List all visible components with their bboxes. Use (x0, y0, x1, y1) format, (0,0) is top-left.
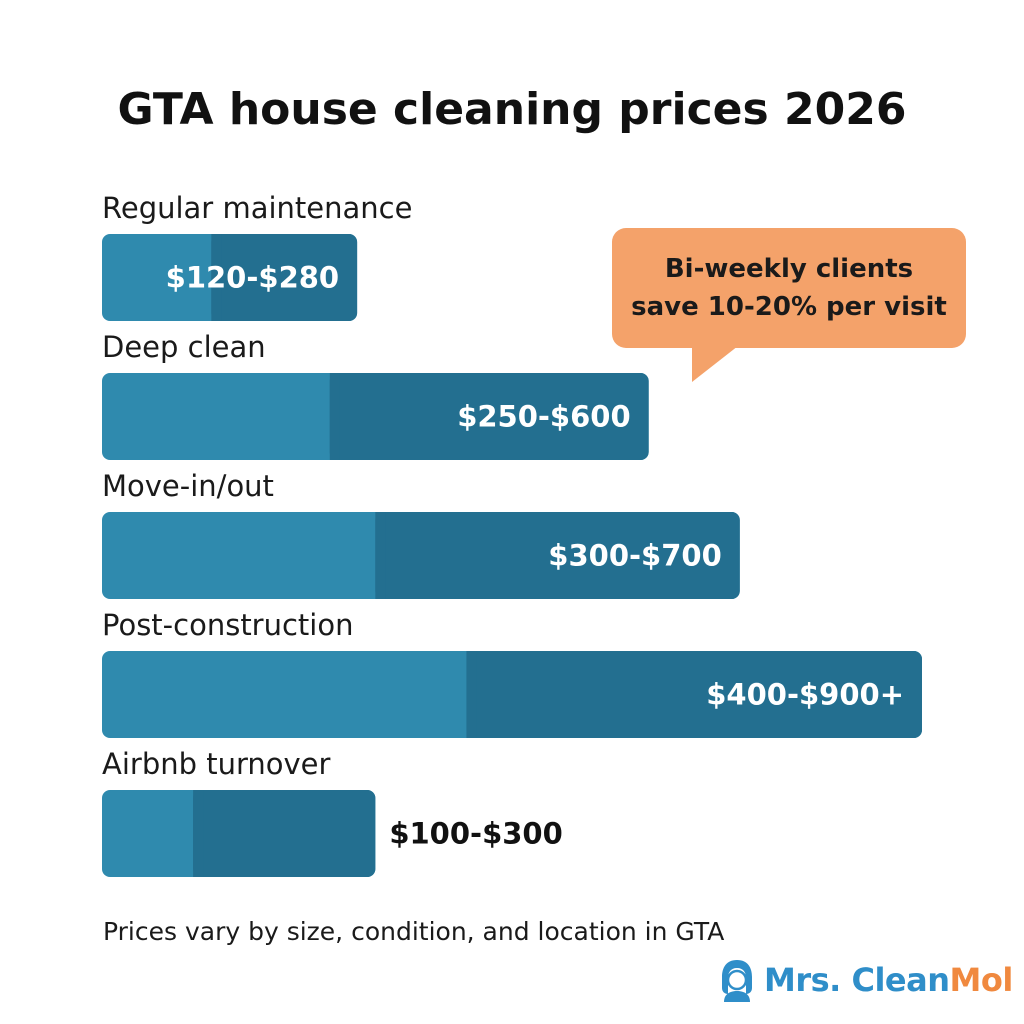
footnote: Prices vary by size, condition, and loca… (103, 917, 725, 946)
bar-range-4 (193, 790, 376, 877)
category-label-2: Move-in/out (102, 469, 274, 503)
brand-logo: Mrs. CleanMol (718, 958, 1013, 1002)
bar-range-edge-2 (375, 512, 386, 599)
value-label-0: $120-$280 (166, 261, 339, 295)
savings-callout: Bi-weekly clients save 10-20% per visit (612, 228, 966, 348)
bar-range-3 (466, 651, 922, 738)
bar-range-2 (375, 512, 740, 599)
value-label-2: $300-$700 (548, 539, 721, 573)
category-label-0: Regular maintenance (102, 191, 412, 225)
bar-range-edge-0 (211, 234, 222, 321)
bar-range-0 (211, 234, 358, 321)
value-label-4: $100-$300 (389, 817, 562, 851)
category-label-1: Deep clean (102, 330, 266, 364)
category-label-3: Post-construction (102, 608, 353, 642)
callout-line-1: Bi-weekly clients (664, 254, 914, 284)
brand-name-main: Mrs. Clean (764, 961, 950, 999)
chart-title: GTA house cleaning prices 2026 (117, 84, 907, 135)
bar-range-edge-4 (193, 790, 204, 877)
woman-avatar-icon (722, 960, 752, 1002)
value-label-3: $400-$900+ (706, 678, 904, 712)
bar-range-edge-3 (466, 651, 477, 738)
callout-line-2: save 10-20% per visit (631, 292, 947, 322)
brand-name: Mrs. CleanMol (764, 961, 1013, 999)
callout-tail (692, 346, 738, 382)
bar-range-edge-1 (329, 373, 340, 460)
brand-name-accent: Mol (949, 961, 1014, 999)
category-label-4: Airbnb turnover (102, 747, 331, 781)
bar-range-1 (329, 373, 649, 460)
value-label-1: $250-$600 (457, 400, 630, 434)
